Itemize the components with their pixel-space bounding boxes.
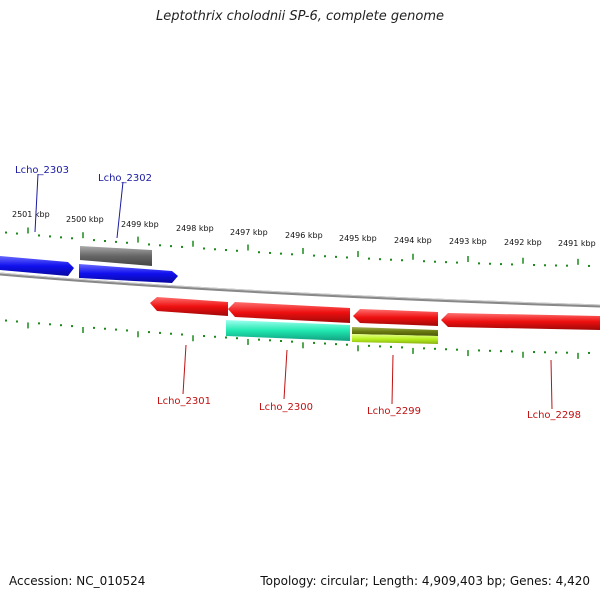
gene-feature-reverse[interactable] — [150, 297, 228, 316]
scale-label: 2492 kbp — [504, 238, 542, 247]
gene-feature-reverse[interactable] — [353, 309, 438, 326]
gene-label-lcho-2302[interactable]: Lcho_2302 — [98, 173, 152, 184]
scale-label: 2496 kbp — [285, 231, 323, 240]
gene-feature-reverse[interactable] — [352, 327, 438, 336]
gene-label-lcho-2299[interactable]: Lcho_2299 — [367, 406, 421, 417]
gene-label-lcho-2300[interactable]: Lcho_2300 — [259, 402, 313, 413]
scale-label: 2501 kbp — [12, 210, 50, 219]
scale-label: 2497 kbp — [230, 228, 268, 237]
gene-feature-reverse[interactable] — [228, 302, 350, 323]
gene-label-lcho-2303[interactable]: Lcho_2303 — [15, 165, 69, 176]
scale-label: 2495 kbp — [339, 234, 377, 243]
scale-label: 2498 kbp — [176, 224, 214, 233]
accession-text: Accession: NC_010524 — [9, 574, 146, 588]
gene-feature-rna[interactable] — [80, 246, 152, 266]
gene-label-lcho-2301[interactable]: Lcho_2301 — [157, 396, 211, 407]
gene-feature-reverse[interactable] — [352, 334, 438, 344]
scale-labels: 2501 kbp 2500 kbp 2499 kbp 2498 kbp 2497… — [12, 210, 596, 248]
scale-label: 2494 kbp — [394, 236, 432, 245]
scale-label: 2499 kbp — [121, 220, 159, 229]
gene-label-leaders — [34, 173, 553, 410]
gene-feature-reverse[interactable] — [441, 313, 600, 330]
genome-backbone — [0, 272, 600, 308]
map-title: Leptothrix cholodnii SP-6, complete geno… — [156, 9, 444, 24]
genome-stats-text: Topology: circular; Length: 4,909,403 bp… — [260, 574, 590, 588]
gene-label-lcho-2298[interactable]: Lcho_2298 — [527, 410, 581, 421]
gene-feature-reverse[interactable] — [226, 320, 350, 341]
scale-label: 2500 kbp — [66, 215, 104, 224]
scale-label: 2491 kbp — [558, 239, 596, 248]
gene-feature-forward[interactable] — [79, 264, 178, 283]
scale-label: 2493 kbp — [449, 237, 487, 246]
gene-feature-forward[interactable] — [0, 256, 74, 276]
tick-row-top — [5, 227, 590, 267]
tick-row-bottom — [5, 319, 590, 359]
